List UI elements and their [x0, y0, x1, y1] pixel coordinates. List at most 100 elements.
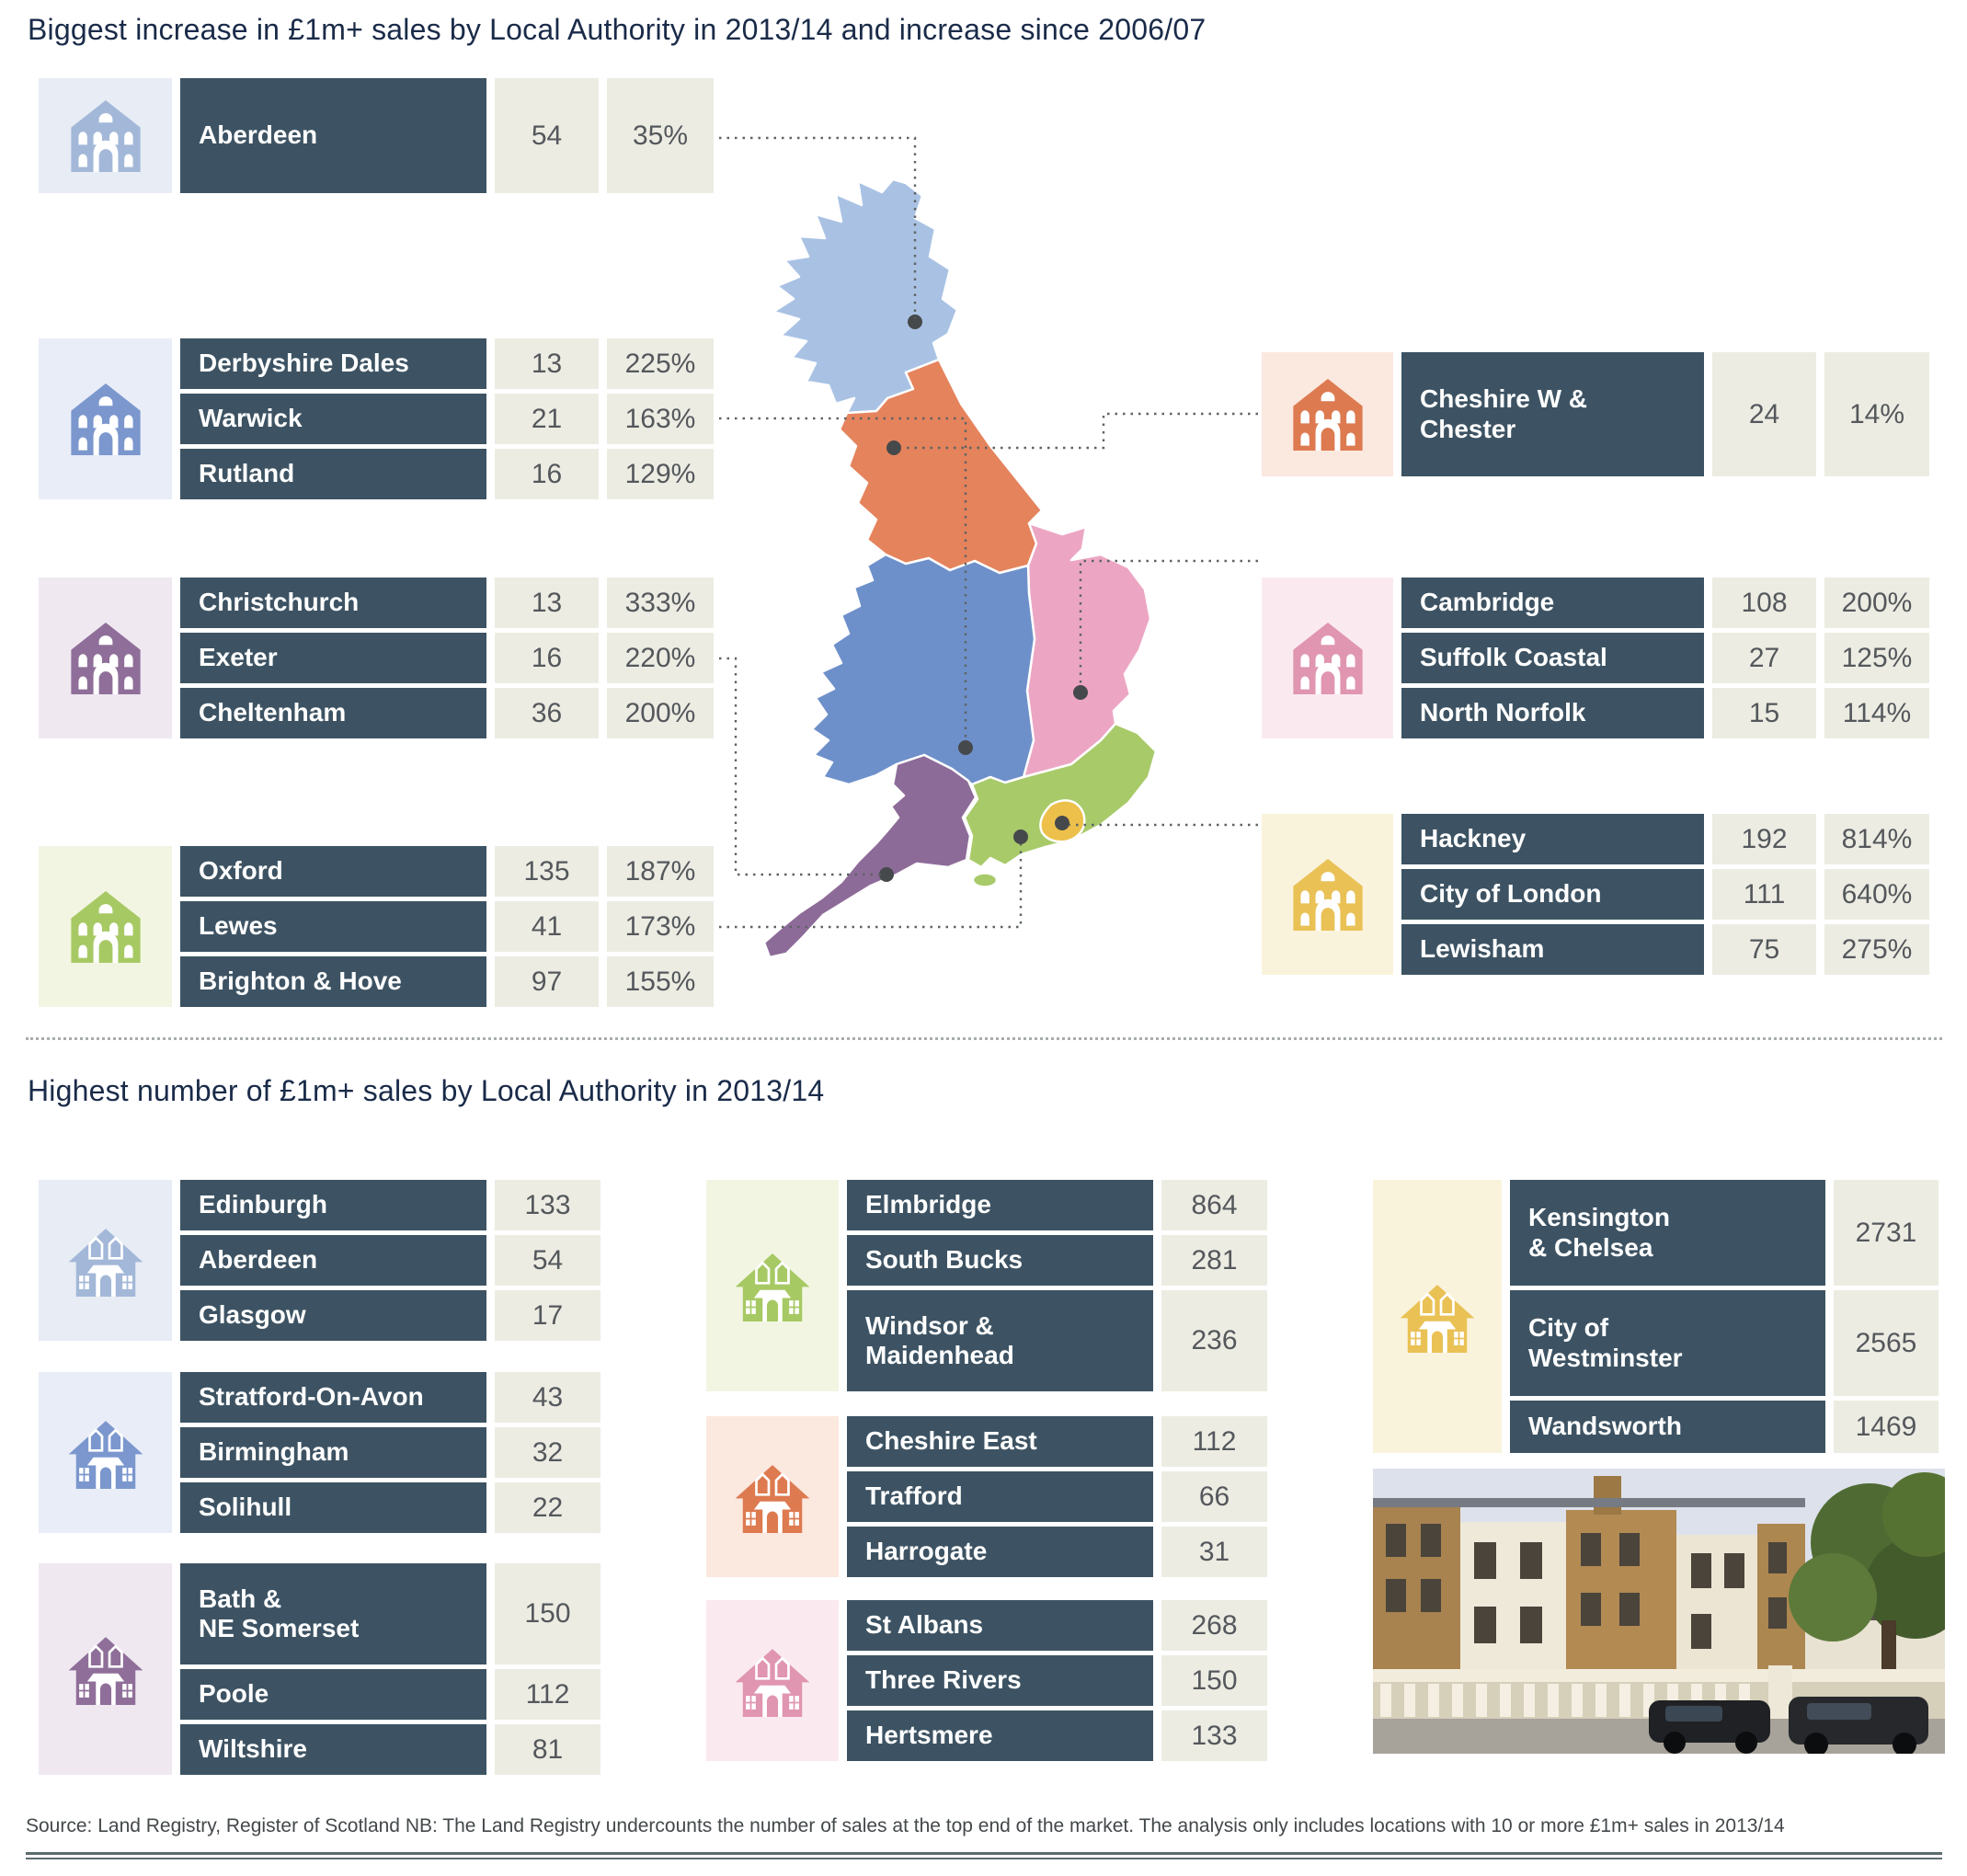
authority-row: Wiltshire 81	[180, 1724, 600, 1775]
authority-name: Cheshire W & Chester	[1401, 352, 1704, 476]
sales-count: 66	[1161, 1471, 1267, 1522]
authority-row: Lewes 41 173%	[180, 901, 714, 952]
sales-count: 192	[1712, 814, 1816, 864]
authority-group-london: Kensington & Chelsea 2731 City of Westmins…	[1373, 1180, 1938, 1453]
sales-count: 81	[495, 1724, 600, 1775]
authority-row: City of Westminster 2565	[1510, 1290, 1938, 1396]
authority-row: Rutland 16 129%	[180, 449, 714, 499]
sales-count: 97	[495, 956, 599, 1007]
authority-row: Kensington & Chelsea 2731	[1510, 1180, 1938, 1286]
sales-count: 15	[1712, 688, 1816, 738]
authority-name: Suffolk Coastal	[1401, 633, 1704, 683]
authority-name: Brighton & Hove	[180, 956, 486, 1007]
sales-count: 268	[1161, 1600, 1267, 1651]
authority-row: City of London 111 640%	[1401, 869, 1929, 920]
sales-count: 27	[1712, 633, 1816, 683]
sales-count: 1469	[1834, 1401, 1938, 1453]
increase-pct: 155%	[607, 956, 714, 1007]
sales-count: 32	[495, 1427, 600, 1478]
authority-name: Hackney	[1401, 814, 1704, 864]
authority-rows: Christchurch 13 333% Exeter 16 220% Cheltenham…	[180, 578, 714, 738]
sales-count: 54	[495, 1235, 600, 1286]
authority-name: Poole	[180, 1669, 486, 1720]
sales-count: 13	[495, 338, 599, 389]
authority-group-south-east: Oxford 135 187% Lewes 41 173% Brighton & Hove 9…	[39, 846, 714, 1007]
sales-count: 150	[495, 1563, 600, 1664]
mansion-icon	[1262, 814, 1393, 975]
authority-name: South Bucks	[847, 1235, 1153, 1286]
authority-row: Poole 112	[180, 1669, 600, 1720]
authority-row: Solihull 22	[180, 1482, 600, 1533]
sales-count: 31	[1161, 1527, 1267, 1577]
authority-row: Lewisham 75 275%	[1401, 924, 1929, 975]
authority-name: Three Rivers	[847, 1655, 1153, 1706]
house-icon	[706, 1416, 839, 1577]
authority-rows: Edinburgh 133 Aberdeen 54 Glasgow 17	[180, 1180, 600, 1341]
authority-name: Elmbridge	[847, 1180, 1153, 1230]
authority-row: Oxford 135 187%	[180, 846, 714, 897]
parked-cars	[1649, 1697, 1928, 1754]
authority-row: Three Rivers 150	[847, 1655, 1267, 1706]
increase-pct: 187%	[607, 846, 714, 897]
authority-group-east: St Albans 268 Three Rivers 150 Hertsmere 133	[706, 1600, 1267, 1761]
authority-row: Glasgow 17	[180, 1290, 600, 1341]
authority-name: Hertsmere	[847, 1710, 1153, 1761]
authority-name: Exeter	[180, 633, 486, 683]
map-marker-north	[886, 440, 901, 455]
house-icon	[39, 1180, 172, 1341]
sales-count: 16	[495, 633, 599, 683]
authority-row: Cheshire East 112	[847, 1416, 1267, 1467]
authority-rows: Cheshire East 112 Trafford 66 Harrogate 31	[847, 1416, 1267, 1577]
authority-name: Stratford-On-Avon	[180, 1372, 486, 1423]
increase-pct: 35%	[607, 78, 714, 193]
authority-rows: Hackney 192 814% City of London 111 640% Lewis…	[1401, 814, 1929, 975]
sales-count: 133	[1161, 1710, 1267, 1761]
authority-rows: Cambridge 108 200% Suffolk Coastal 27 125% Nor…	[1401, 578, 1929, 738]
sales-count: 133	[495, 1180, 600, 1230]
sales-count: 281	[1161, 1235, 1267, 1286]
authority-name: City of Westminster	[1510, 1290, 1825, 1396]
house-icon	[39, 1372, 172, 1533]
sales-count: 112	[495, 1669, 600, 1720]
authority-row: Exeter 16 220%	[180, 633, 714, 683]
authority-group-midlands: Derbyshire Dales 13 225% Warwick 21 163% Rutla…	[39, 338, 714, 499]
sales-count: 24	[1712, 352, 1816, 476]
authority-rows: Aberdeen 54 35%	[180, 78, 714, 193]
bottom-rule	[26, 1852, 1942, 1859]
increase-pct: 200%	[607, 688, 714, 738]
map-marker-east	[1073, 685, 1088, 700]
authority-name: Warwick	[180, 394, 486, 444]
authority-name: Harrogate	[847, 1527, 1153, 1577]
authority-rows: Bath & NE Somerset 150 Poole 112 Wiltshire 81	[180, 1563, 600, 1775]
increase-pct: 225%	[607, 338, 714, 389]
uk-map	[762, 179, 1158, 959]
authority-name: Lewisham	[1401, 924, 1704, 975]
authority-name: Christchurch	[180, 578, 486, 628]
section1-title: Biggest increase in £1m+ sales by Local …	[28, 13, 1207, 46]
increase-pct: 640%	[1824, 869, 1929, 920]
authority-name: Edinburgh	[180, 1180, 486, 1230]
increase-pct: 129%	[607, 449, 714, 499]
mansion-icon	[39, 338, 172, 499]
sales-count: 17	[495, 1290, 600, 1341]
authority-row: Harrogate 31	[847, 1527, 1267, 1577]
authority-row: Windsor & Maidenhead 236	[847, 1290, 1267, 1391]
sales-count: 16	[495, 449, 599, 499]
authority-name: Trafford	[847, 1471, 1153, 1522]
sales-count: 2565	[1834, 1290, 1938, 1396]
sales-count: 2731	[1834, 1180, 1938, 1286]
authority-row: Derbyshire Dales 13 225%	[180, 338, 714, 389]
sales-count: 111	[1712, 869, 1816, 920]
authority-name: Aberdeen	[180, 1235, 486, 1286]
authority-row: North Norfolk 15 114%	[1401, 688, 1929, 738]
increase-pct: 200%	[1824, 578, 1929, 628]
authority-group-midlands: Stratford-On-Avon 43 Birmingham 32 Solihull 2…	[39, 1372, 600, 1533]
sales-count: 75	[1712, 924, 1816, 975]
increase-pct: 220%	[607, 633, 714, 683]
authority-name: Windsor & Maidenhead	[847, 1290, 1153, 1391]
source-note: Source: Land Registry, Register of Scotl…	[26, 1815, 1785, 1836]
authority-rows: Elmbridge 864 South Bucks 281 Windsor & Maid…	[847, 1180, 1267, 1391]
authority-group-south-west: Bath & NE Somerset 150 Poole 112 Wiltshire 81	[39, 1563, 600, 1775]
authority-group-south-east: Elmbridge 864 South Bucks 281 Windsor & Maid…	[706, 1180, 1267, 1391]
authority-name: Cambridge	[1401, 578, 1704, 628]
